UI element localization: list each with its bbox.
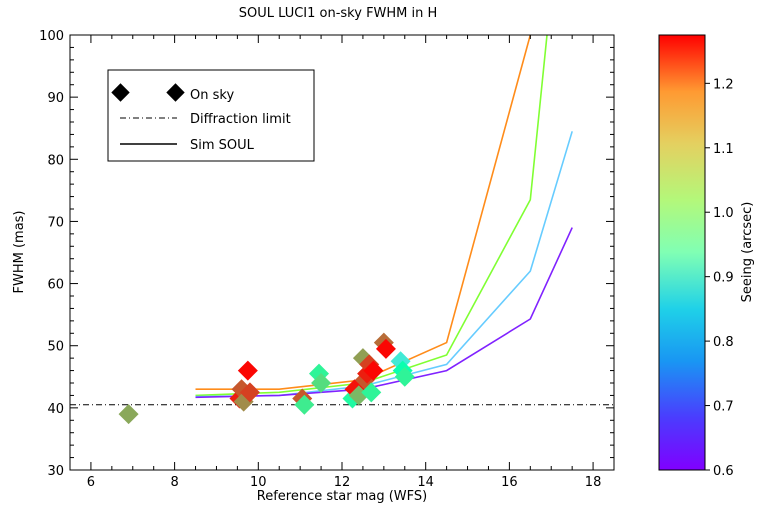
legend-label-on-sky: On sky	[190, 88, 234, 103]
on-sky-point-18	[363, 360, 384, 381]
x-tick-label: 8	[170, 475, 178, 490]
legend-marker-1	[111, 83, 130, 102]
on-sky-point-20	[375, 338, 396, 359]
plot-inner	[70, 35, 614, 425]
x-tick-label: 14	[417, 475, 434, 490]
x-tick-label: 16	[501, 475, 518, 490]
colorbar-tick-label: 0.6	[713, 464, 734, 479]
y-tick-label: 30	[47, 464, 64, 479]
colorbar-tick-label: 1.1	[713, 142, 734, 157]
chart-title: SOUL LUCI1 on-sky FWHM in H	[239, 6, 438, 21]
x-axis-title: Reference star mag (WFS)	[257, 489, 427, 504]
on-sky-point-7	[294, 394, 315, 415]
on-sky-point-5	[239, 382, 260, 403]
colorbar-gradient	[658, 34, 706, 471]
colorbar: 0.6 0.7 0.8 0.9 1.0 1.1 1.2 Seeing (arcsec)	[658, 34, 755, 479]
y-tick-label: 40	[47, 402, 64, 417]
x-tick-label: 12	[334, 475, 351, 490]
plot-area	[70, 35, 614, 425]
colorbar-title: Seeing (arcsec)	[740, 202, 755, 303]
x-tick-label: 18	[585, 475, 602, 490]
on-sky-point-23	[394, 366, 415, 387]
legend-marker-2	[166, 83, 185, 102]
on-sky-point-9	[311, 373, 332, 393]
x-tick-label: 10	[250, 475, 267, 490]
axis-ticks: 6 8 10 12 14 16 18 30 40 50 60 70 80 90 100	[39, 29, 614, 490]
y-tick-label: 50	[47, 340, 64, 355]
legend-label-sim: Sim SOUL	[190, 138, 255, 153]
legend-box	[107, 69, 315, 162]
colorbar-ticks: 0.6 0.7 0.8 0.9 1.0 1.1 1.2	[705, 77, 734, 479]
colorbar-tick-label: 0.7	[713, 400, 734, 415]
on-sky-point-17	[361, 382, 382, 403]
y-tick-label: 100	[39, 29, 64, 44]
colorbar-tick-label: 0.9	[713, 271, 734, 286]
legend-label-diffraction: Diffraction limit	[190, 112, 291, 127]
y-tick-label: 60	[47, 278, 64, 293]
colorbar-tick-label: 1.0	[713, 206, 734, 221]
on-sky-point-4	[237, 360, 258, 381]
colorbar-tick-label: 0.8	[713, 335, 734, 350]
x-tick-label: 6	[87, 475, 95, 490]
y-axis-title: FWHM (mas)	[12, 210, 27, 293]
legend: On sky Diffraction limit Sim SOUL	[107, 69, 315, 162]
y-tick-label: 70	[47, 215, 64, 230]
y-tick-label: 80	[47, 153, 64, 168]
sim-soul-line-2	[195, 131, 573, 398]
colorbar-tick-label: 1.2	[713, 77, 734, 92]
y-tick-label: 90	[47, 91, 64, 106]
on-sky-point-0	[118, 404, 139, 425]
